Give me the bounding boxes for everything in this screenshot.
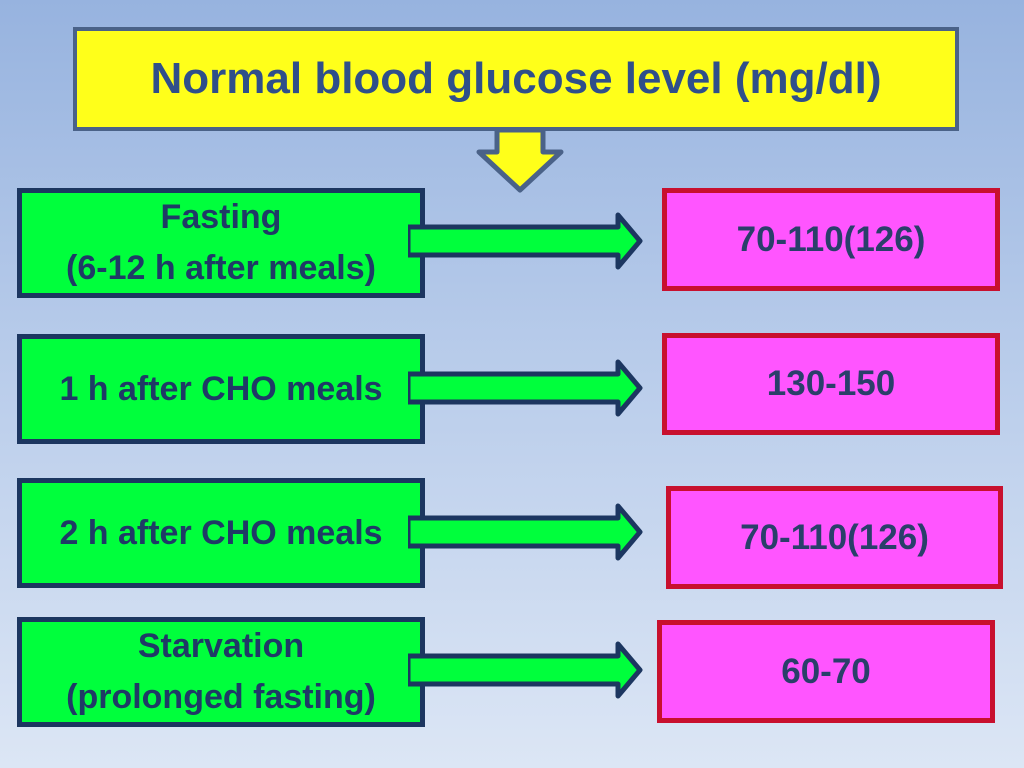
condition-label: 1 h after CHO meals [59, 369, 383, 408]
condition-label: 2 h after CHO meals [59, 513, 383, 552]
down-arrow-icon [476, 128, 564, 193]
right-arrow-icon [408, 212, 643, 270]
condition-box-fasting: Fasting (6-12 h after meals) [17, 188, 425, 298]
value-label: 70-110(126) [740, 517, 929, 557]
condition-box-2h: 2 h after CHO meals [17, 478, 425, 588]
value-box-fasting: 70-110(126) [662, 188, 1000, 291]
right-arrow-icon [408, 641, 643, 699]
right-arrow-icon [408, 359, 643, 417]
condition-label: Fasting (6-12 h after meals) [66, 198, 376, 287]
right-arrow-icon [408, 503, 643, 561]
condition-box-1h: 1 h after CHO meals [17, 334, 425, 444]
slide-title: Normal blood glucose level (mg/dl) [150, 54, 882, 103]
condition-box-starvation: Starvation (prolonged fasting) [17, 617, 425, 727]
condition-label: Starvation (prolonged fasting) [66, 627, 376, 716]
title-box: Normal blood glucose level (mg/dl) [73, 27, 959, 131]
value-box-starvation: 60-70 [657, 620, 995, 723]
value-label: 60-70 [781, 651, 871, 691]
value-label: 70-110(126) [736, 219, 926, 259]
value-box-1h: 130-150 [662, 333, 1000, 435]
value-label: 130-150 [766, 364, 896, 403]
value-box-2h: 70-110(126) [666, 486, 1003, 589]
